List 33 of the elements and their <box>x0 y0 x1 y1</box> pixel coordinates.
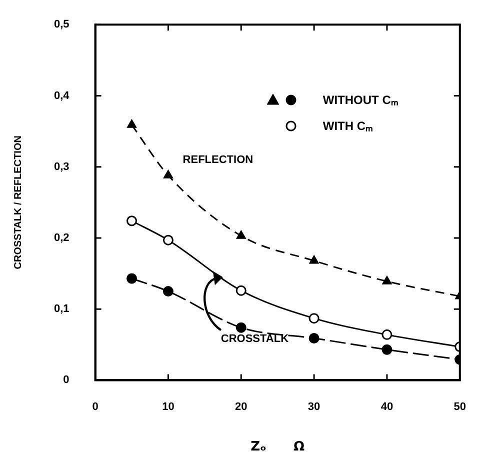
legend-label: WITHOUT Cₘ <box>322 92 398 108</box>
point <box>162 286 174 297</box>
x-tick-label: 40 <box>380 400 394 413</box>
point <box>382 329 392 340</box>
point <box>126 216 137 226</box>
point <box>164 170 173 178</box>
point <box>162 234 174 246</box>
y-tick-label: 0,2 <box>54 232 70 244</box>
point <box>236 322 246 333</box>
y-tick-label: 0,1 <box>54 303 70 316</box>
y-tick-label: 0,4 <box>54 90 70 102</box>
x-tick-label: 50 <box>454 400 466 413</box>
point <box>382 344 392 355</box>
annotation: REFLECTION <box>182 154 254 166</box>
point <box>236 285 246 296</box>
y-axis-title: CROSSTALK / REFLECTION <box>12 136 24 270</box>
x-tick-label: 10 <box>162 400 174 413</box>
x-tick-label: 30 <box>308 400 320 413</box>
x-tick-label: 20 <box>235 400 248 413</box>
x-tick-label: 0 <box>92 400 98 413</box>
annotation: CROSSTALK <box>220 333 289 346</box>
point <box>126 273 137 284</box>
y-tick-label: 0,3 <box>54 160 70 173</box>
point <box>308 332 320 344</box>
legend-label: WITH Cₘ <box>322 118 373 134</box>
point <box>127 120 136 128</box>
point <box>236 230 246 239</box>
y-tick-label: 0,5 <box>54 18 70 31</box>
x-axis-title: Zₒ Ω <box>250 440 305 455</box>
y-tick-label: 0 <box>63 374 70 386</box>
point <box>382 276 392 284</box>
point <box>309 255 319 264</box>
point <box>308 313 320 324</box>
